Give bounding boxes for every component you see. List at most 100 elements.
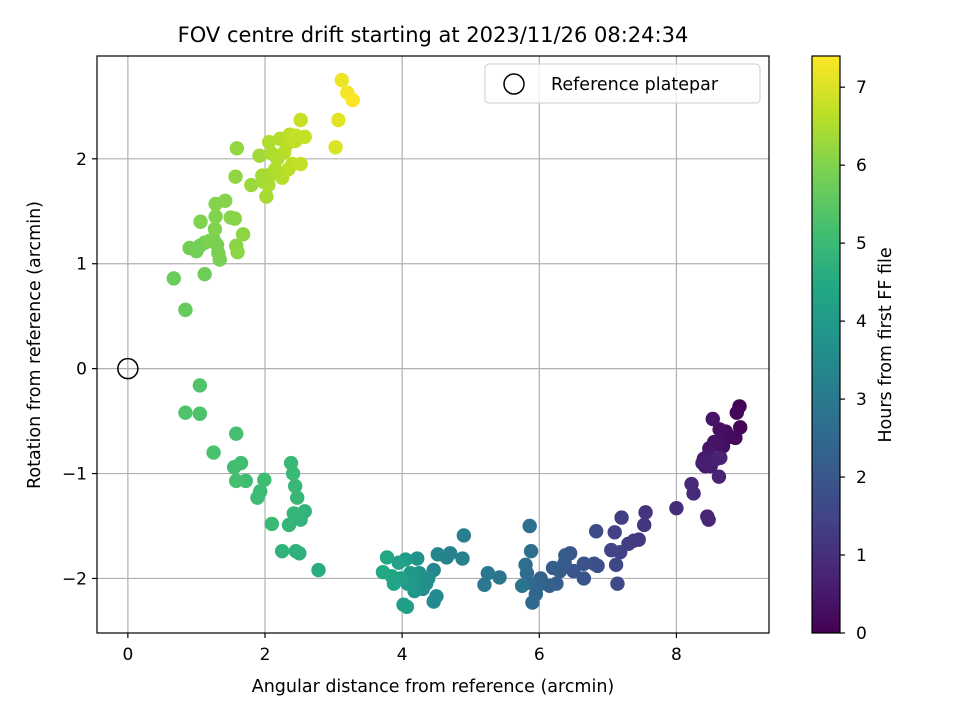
data-point	[456, 528, 472, 543]
colorbar-tick-label: 3	[856, 390, 867, 410]
data-point	[586, 556, 602, 571]
data-point	[252, 148, 267, 163]
data-point	[576, 571, 592, 586]
y-axis-label: Rotation from reference (arcmin)	[25, 201, 45, 489]
data-point	[250, 490, 265, 505]
x-axis-ticks: 0 2 4 6 8	[122, 633, 682, 665]
data-point	[712, 422, 727, 437]
data-point	[259, 189, 274, 204]
data-point	[522, 518, 537, 534]
y-tick-label: 1	[76, 255, 87, 275]
x-tick-label: 4	[397, 645, 408, 665]
colorbar-tick-label: 4	[856, 312, 867, 332]
colorbar-tick-label: 7	[856, 78, 867, 98]
colorbar-ticks: 0 1 2 3 4 5 6 7	[840, 78, 867, 644]
colorbar-label: Hours from first FF file	[876, 247, 896, 442]
y-tick-label: −2	[62, 569, 87, 589]
data-point	[229, 141, 245, 156]
data-point	[576, 556, 592, 571]
data-point	[197, 267, 212, 282]
data-point	[701, 512, 716, 527]
data-point	[293, 112, 308, 128]
data-point	[410, 551, 425, 566]
data-point	[228, 169, 243, 184]
data-point	[695, 455, 710, 471]
data-point	[212, 252, 227, 267]
data-point	[345, 92, 360, 108]
data-point	[293, 156, 308, 172]
data-point	[391, 555, 406, 570]
data-point	[430, 547, 445, 562]
data-point	[207, 221, 223, 237]
data-point	[711, 469, 727, 484]
data-point	[525, 595, 540, 610]
data-point	[518, 557, 533, 573]
data-point	[523, 543, 539, 559]
data-point	[202, 233, 218, 248]
data-point	[178, 302, 193, 318]
data-point	[257, 472, 272, 488]
legend: Reference platepar	[484, 63, 761, 104]
data-point	[375, 564, 391, 580]
data-point	[208, 209, 223, 224]
data-point	[274, 543, 290, 559]
colorbar-tick-label: 6	[856, 156, 867, 176]
data-point	[608, 557, 624, 573]
chart-title: FOV centre drift starting at 2023/11/26 …	[178, 23, 689, 47]
data-point	[226, 460, 242, 475]
data-point	[713, 450, 728, 466]
data-point	[192, 378, 208, 393]
y-tick-label: −1	[62, 465, 87, 485]
data-point	[227, 211, 243, 226]
data-point	[287, 478, 303, 494]
data-point	[614, 510, 629, 525]
data-point	[589, 524, 604, 539]
data-point	[261, 134, 277, 150]
data-point	[235, 227, 251, 242]
data-point	[229, 473, 244, 489]
data-point	[192, 406, 208, 421]
data-point	[290, 490, 305, 505]
data-point	[729, 405, 744, 420]
legend-open-circle-icon	[503, 73, 525, 95]
colorbar-tick-label: 0	[856, 624, 867, 644]
colorbar-tick-label: 5	[856, 234, 867, 254]
data-point	[399, 599, 415, 614]
y-tick-label: 0	[76, 360, 87, 380]
reference-platepar-point	[117, 357, 139, 380]
data-point	[283, 455, 299, 471]
data-points	[166, 72, 748, 614]
legend-label: Reference platepar	[551, 75, 719, 95]
data-point	[514, 578, 530, 593]
x-tick-label: 0	[122, 645, 133, 665]
data-point	[328, 140, 343, 155]
data-point	[286, 506, 301, 521]
legend-box	[484, 63, 761, 104]
data-point	[264, 516, 280, 532]
plot-frame	[96, 55, 770, 634]
data-point	[288, 543, 304, 559]
data-point	[545, 560, 561, 576]
data-point	[166, 271, 181, 286]
data-point	[281, 517, 297, 533]
x-axis-label: Angular distance from reference (arcmin)	[252, 677, 615, 697]
data-point	[604, 542, 619, 558]
data-point	[480, 566, 496, 581]
data-point	[492, 570, 507, 585]
colorbar	[811, 55, 841, 634]
colorbar-tick-label: 2	[856, 468, 867, 488]
data-point	[686, 486, 701, 501]
y-tick-label: 2	[76, 150, 87, 170]
data-point	[331, 112, 346, 128]
data-point	[218, 193, 233, 208]
x-tick-label: 2	[260, 645, 271, 665]
data-point	[705, 411, 720, 427]
data-point	[607, 525, 622, 540]
data-point	[638, 505, 653, 520]
data-point	[229, 426, 244, 441]
plot-area	[97, 56, 769, 633]
data-point	[455, 551, 470, 566]
data-point	[637, 517, 652, 533]
reference-marker	[117, 357, 139, 380]
